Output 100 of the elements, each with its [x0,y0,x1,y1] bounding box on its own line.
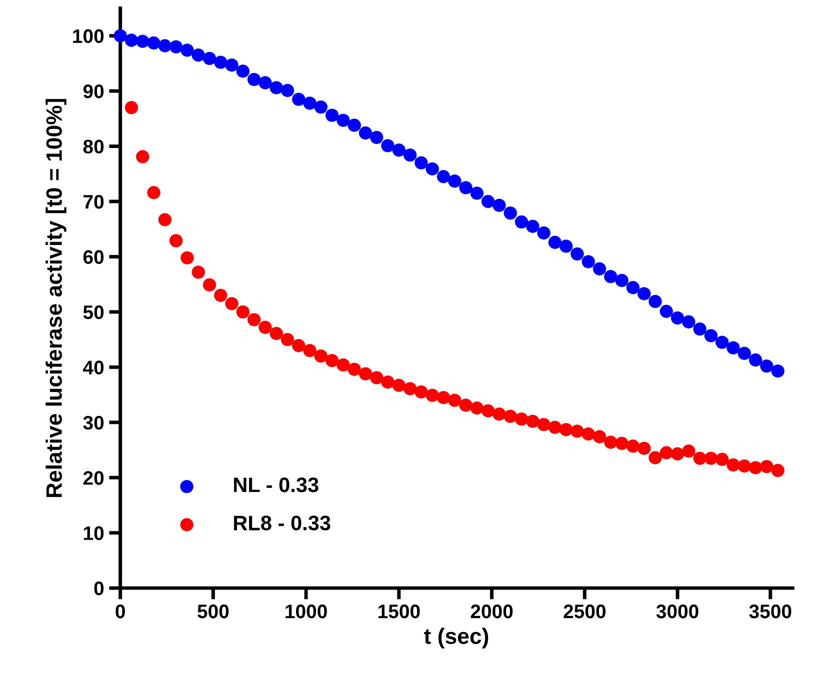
y-tick-label: 0 [94,582,104,596]
point [314,350,328,363]
point [202,278,216,292]
point [180,44,194,57]
point [615,436,628,450]
point [693,322,706,336]
point [537,418,550,432]
point [336,358,350,372]
point [147,186,160,200]
x-tick-label: 2500 [564,604,606,618]
legend-label: RL8 - 0.33 [234,516,330,530]
point [459,181,472,194]
point [738,459,751,473]
point [548,236,562,249]
point [514,412,528,426]
point [470,186,484,200]
point [136,34,150,48]
point [604,436,618,449]
point [381,375,394,389]
point [192,48,205,62]
point [660,446,673,460]
point [124,101,138,114]
point [716,452,729,466]
point [358,126,372,140]
point [124,34,138,47]
point [704,452,718,465]
point [660,304,673,318]
point [225,58,238,72]
point [682,315,696,328]
x-axis-title: t (sec) [424,628,488,648]
point [348,362,361,376]
point [325,108,339,122]
point [760,359,774,373]
point [225,297,238,310]
point [481,404,495,418]
point [403,148,417,162]
point [426,388,439,402]
point [214,288,228,302]
point [192,266,205,279]
point [303,96,316,110]
point [303,344,316,358]
point [436,170,450,184]
point [771,364,784,378]
y-tick-label: 80 [83,140,104,154]
point [370,371,384,384]
point [760,460,774,474]
point [348,118,361,132]
point [136,150,150,164]
point [370,130,384,144]
point [648,451,662,464]
y-axis-title: Relative luciferase activity [t0 = 100%] [46,98,66,498]
point [582,427,595,441]
point [693,452,706,465]
point [559,240,573,253]
point [180,251,194,264]
point [280,84,294,98]
legend-label: NL - 0.33 [234,477,318,492]
point [436,390,450,404]
x-tick-label: 2000 [470,604,513,618]
point [738,346,751,360]
point [414,156,428,170]
point [504,206,517,220]
point [414,385,428,399]
point [258,76,272,90]
point [381,139,394,152]
point [292,339,306,352]
point [325,354,339,368]
point [638,287,651,300]
point [615,274,628,288]
point [392,144,406,157]
x-tick-label: 500 [198,604,229,618]
point [202,52,216,66]
point [247,313,261,326]
point [158,213,172,226]
point [526,414,540,428]
point [704,329,718,342]
point [570,424,584,438]
point [147,36,160,50]
point [336,114,350,127]
y-tick-label: 50 [83,305,104,320]
point [392,378,406,392]
point [292,92,306,106]
point [670,447,684,460]
point [626,440,640,453]
point [570,247,584,261]
y-tick-label: 60 [83,250,104,264]
x-tick-label: 3500 [749,604,792,618]
point [158,39,172,52]
point [426,162,439,176]
point [748,353,762,367]
y-tick-label: 70 [84,194,104,209]
point [504,410,517,423]
point [314,100,328,114]
point [548,420,562,434]
point [169,40,183,54]
point [236,305,250,319]
x-tick-label: 1500 [378,604,420,618]
point [492,408,506,421]
point [648,294,662,308]
y-tick-label: 90 [83,84,104,98]
